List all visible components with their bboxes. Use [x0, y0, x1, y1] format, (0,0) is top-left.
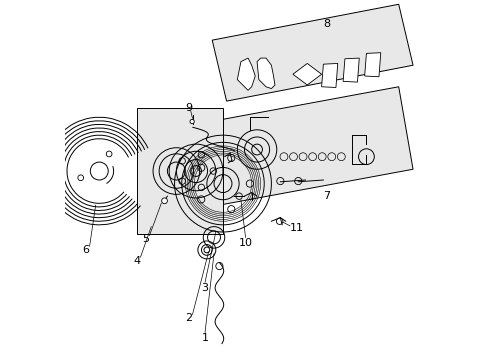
Text: 9: 9: [185, 103, 192, 113]
Circle shape: [162, 198, 167, 204]
Polygon shape: [321, 63, 337, 87]
Text: 1: 1: [201, 333, 208, 343]
Text: 4: 4: [133, 256, 140, 266]
Polygon shape: [257, 58, 274, 89]
Polygon shape: [137, 108, 223, 234]
Text: 7: 7: [323, 191, 330, 201]
Circle shape: [190, 120, 194, 124]
Polygon shape: [212, 4, 412, 101]
Text: 10: 10: [239, 238, 253, 248]
Text: 11: 11: [289, 224, 303, 233]
Text: 5: 5: [142, 234, 149, 244]
Polygon shape: [237, 58, 255, 90]
Polygon shape: [343, 58, 359, 82]
Text: 3: 3: [201, 283, 208, 293]
Text: 2: 2: [185, 313, 192, 323]
Polygon shape: [292, 63, 321, 85]
Text: 6: 6: [82, 245, 89, 255]
Text: 8: 8: [323, 19, 330, 29]
Polygon shape: [204, 87, 412, 205]
Polygon shape: [364, 53, 380, 77]
